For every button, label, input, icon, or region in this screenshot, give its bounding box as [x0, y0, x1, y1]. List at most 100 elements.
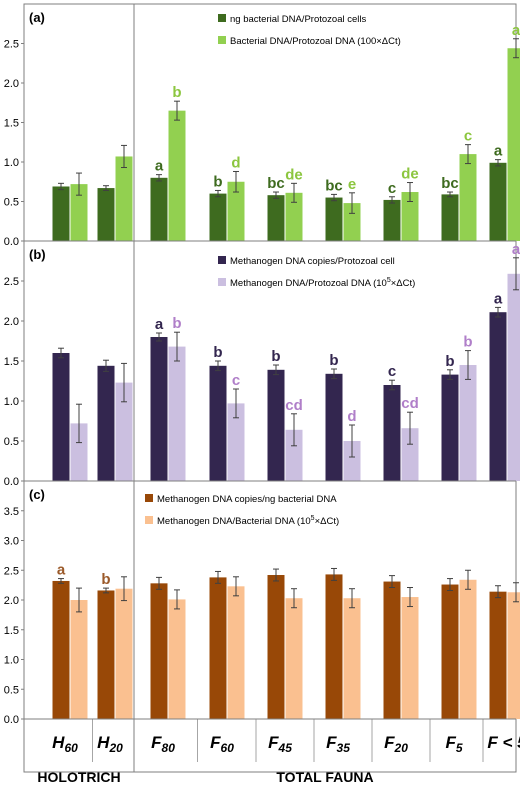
bar	[383, 581, 401, 719]
bar	[227, 586, 245, 719]
bar	[441, 194, 459, 241]
significance-label: de	[401, 166, 419, 183]
bar	[383, 199, 401, 241]
significance-label: a	[512, 22, 520, 39]
significance-label: b	[172, 84, 181, 101]
significance-label: a	[57, 562, 66, 579]
y-tick-label: 2.0	[4, 595, 19, 607]
bar	[343, 598, 361, 719]
x-category-label: F80	[151, 733, 175, 755]
x-category-label: F < 5	[487, 733, 520, 752]
y-tick-label: 2.0	[4, 316, 19, 328]
y-tick-label: 0.0	[4, 714, 19, 726]
legend-swatch	[218, 278, 226, 286]
significance-label: a	[494, 143, 503, 160]
bar	[325, 197, 343, 241]
legend-swatch	[218, 256, 226, 264]
significance-label: e	[348, 176, 356, 193]
bar	[70, 184, 88, 241]
significance-label: b	[213, 344, 222, 361]
y-tick-label: 3.5	[4, 506, 19, 518]
y-tick-label: 1.5	[4, 118, 19, 130]
y-tick-label: 1.0	[4, 396, 19, 408]
bar	[489, 162, 507, 241]
bar	[507, 592, 520, 719]
significance-label: a	[155, 316, 164, 333]
group-label: HOLOTRICH	[37, 769, 120, 785]
y-tick-label: 1.0	[4, 655, 19, 667]
panel-label: (c)	[29, 487, 45, 502]
significance-label: b	[271, 348, 280, 365]
bar	[267, 195, 285, 241]
bar	[401, 428, 419, 481]
legend-entry: Methanogen DNA/Protozoal DNA (105×ΔCt)	[230, 277, 415, 289]
y-tick-label: 2.5	[4, 39, 19, 51]
y-tick-label: 2.0	[4, 78, 19, 90]
significance-label: b	[213, 173, 222, 190]
bar	[325, 574, 343, 719]
legend-swatch	[145, 494, 153, 502]
bar	[209, 365, 227, 481]
bar	[227, 181, 245, 241]
bar	[507, 48, 520, 241]
y-tick-label: 0.5	[4, 684, 19, 696]
x-category-label: F20	[384, 733, 408, 755]
bar	[401, 597, 419, 719]
bar	[97, 365, 115, 481]
significance-label: b	[463, 334, 472, 351]
legend-entry: Bacterial DNA/Protozoal DNA (100×ΔCt)	[230, 36, 401, 47]
legend-entry: Methanogen DNA/Bacterial DNA (105×ΔCt)	[157, 515, 339, 527]
legend-entry: Methanogen DNA copies/Protozoal cell	[230, 256, 395, 267]
significance-label: d	[231, 154, 240, 171]
significance-label: a	[494, 290, 503, 307]
y-tick-label: 2.5	[4, 276, 19, 288]
bar	[70, 600, 88, 719]
legend-entry: ng bacterial DNA/Protozoal cells	[230, 14, 366, 25]
bar	[168, 346, 186, 481]
bar	[150, 583, 168, 719]
significance-label: c	[388, 180, 396, 197]
significance-label: a	[512, 241, 520, 258]
bar	[52, 580, 70, 719]
bar	[97, 590, 115, 719]
x-category-label: F45	[268, 733, 292, 755]
significance-label: b	[101, 571, 110, 588]
bar	[168, 599, 186, 719]
significance-label: c	[388, 363, 396, 380]
bar	[383, 385, 401, 481]
bar	[115, 382, 133, 481]
bar	[507, 273, 520, 481]
bar	[459, 365, 477, 481]
bar	[209, 193, 227, 241]
legend-entry: Methanogen DNA copies/ng bacterial DNA	[157, 494, 337, 505]
bar	[441, 584, 459, 719]
bar	[459, 579, 477, 719]
group-label: TOTAL FAUNA	[276, 769, 373, 785]
panel-label: (b)	[29, 247, 46, 262]
significance-label: bc	[325, 177, 343, 194]
significance-label: b	[329, 352, 338, 369]
y-tick-label: 1.5	[4, 356, 19, 368]
x-category-label: H20	[97, 733, 123, 755]
bar	[325, 373, 343, 481]
legend-swatch	[218, 14, 226, 22]
bar	[52, 353, 70, 481]
legend-swatch	[218, 36, 226, 44]
bar	[401, 192, 419, 241]
bar	[459, 154, 477, 241]
bar	[168, 110, 186, 242]
y-tick-label: 3.0	[4, 536, 19, 548]
bar	[285, 429, 303, 481]
bar	[267, 369, 285, 481]
bar	[70, 423, 88, 481]
bar	[489, 312, 507, 481]
x-category-label: H60	[52, 733, 78, 755]
significance-label: cd	[401, 395, 419, 412]
bar	[489, 591, 507, 719]
significance-label: a	[155, 158, 164, 175]
bar	[52, 186, 70, 241]
significance-label: c	[232, 372, 240, 389]
bar	[209, 577, 227, 719]
significance-label: bc	[441, 175, 459, 192]
